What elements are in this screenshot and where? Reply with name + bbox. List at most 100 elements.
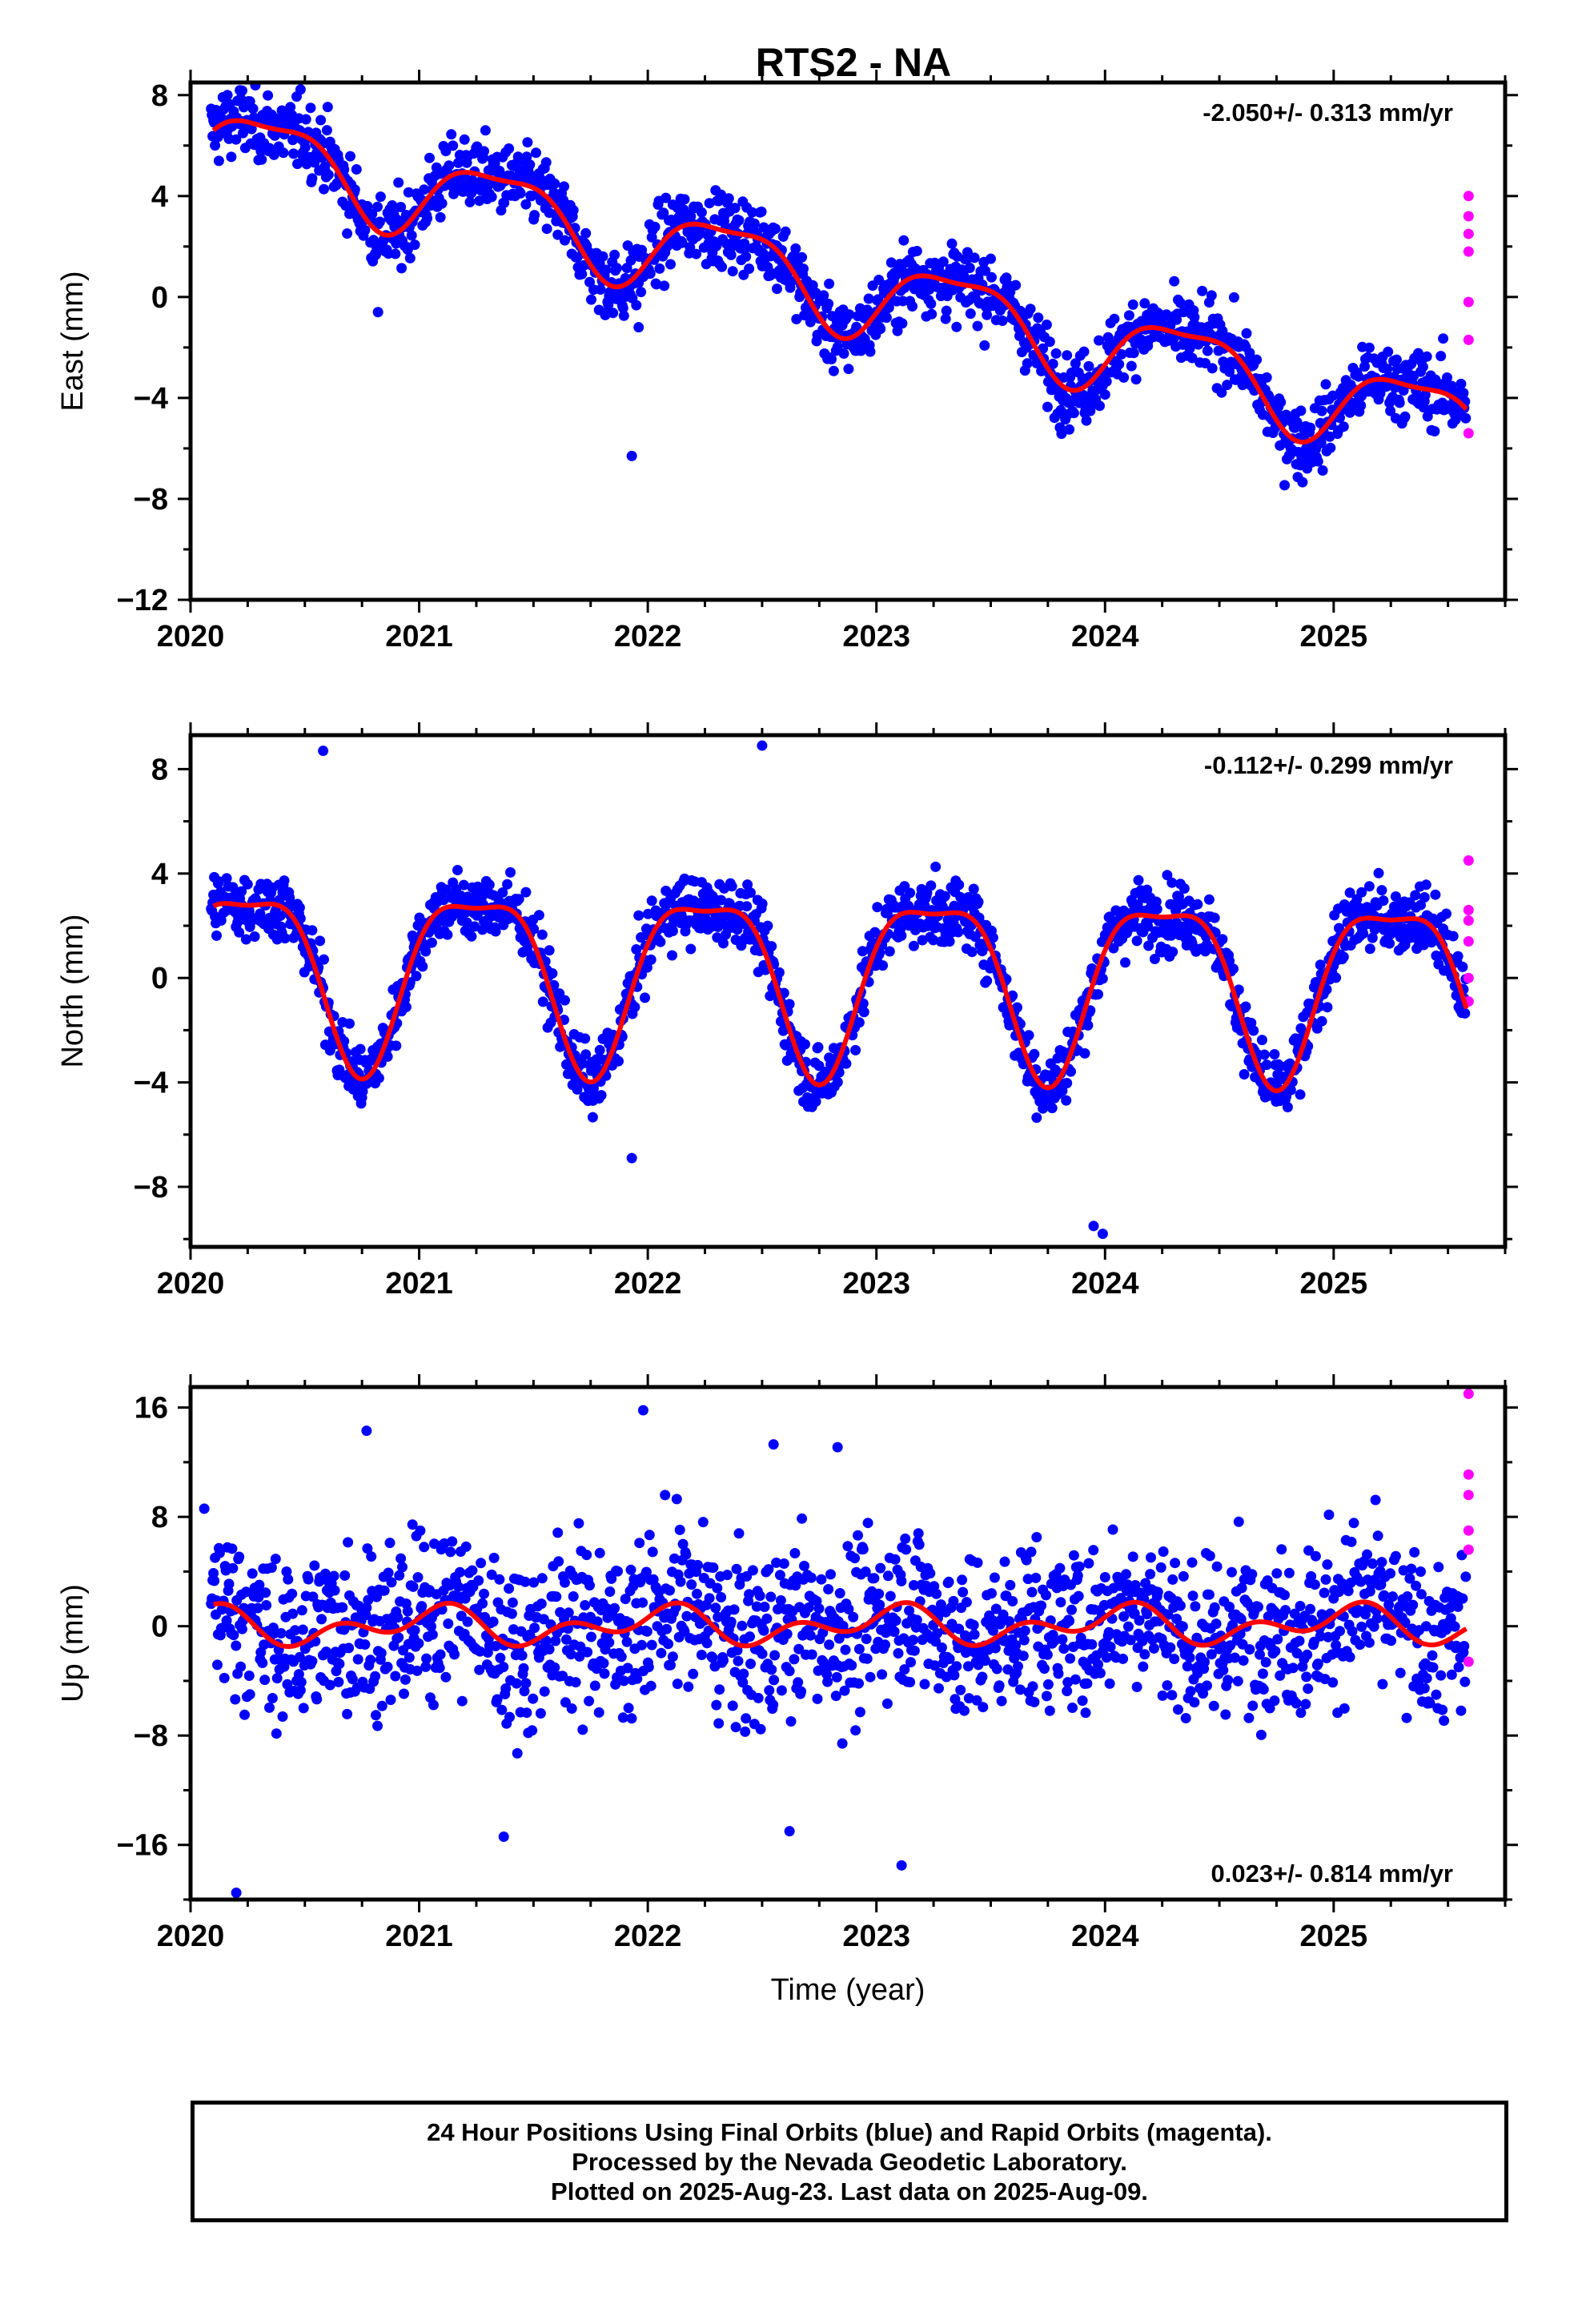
final-orbit-point bbox=[1312, 1659, 1323, 1669]
final-orbit-point bbox=[1295, 405, 1307, 416]
y-tick-label: 4 bbox=[151, 858, 168, 891]
data-layer bbox=[199, 1389, 1474, 1898]
final-orbit-point bbox=[502, 879, 513, 890]
final-orbit-point bbox=[716, 1592, 727, 1602]
final-orbit-point bbox=[606, 1573, 617, 1584]
final-orbit-point bbox=[372, 1720, 383, 1731]
final-orbit-point bbox=[637, 1597, 648, 1608]
final-orbit-point bbox=[986, 1588, 997, 1599]
final-orbit-point bbox=[231, 1640, 242, 1651]
final-orbit-point bbox=[1244, 348, 1255, 359]
final-orbit-point bbox=[519, 1686, 530, 1697]
final-orbit-point bbox=[263, 90, 274, 101]
final-orbit-point bbox=[1065, 1653, 1076, 1664]
final-orbit-point bbox=[209, 1575, 220, 1586]
final-orbit-point bbox=[1023, 1030, 1034, 1041]
final-orbit-point bbox=[391, 1040, 402, 1051]
final-orbit-point bbox=[452, 865, 463, 875]
final-orbit-point bbox=[287, 1588, 298, 1599]
final-orbit-point bbox=[881, 1698, 893, 1709]
final-orbit-point bbox=[1158, 1546, 1169, 1557]
final-orbit-point bbox=[1257, 1668, 1268, 1679]
final-orbit-point bbox=[679, 194, 690, 205]
final-orbit-point bbox=[667, 1651, 678, 1663]
final-orbit-point bbox=[740, 243, 751, 254]
final-orbit-point bbox=[631, 944, 642, 955]
final-orbit-point bbox=[1064, 1615, 1075, 1626]
final-orbit-point bbox=[1235, 1614, 1247, 1625]
final-orbit-point bbox=[1363, 342, 1375, 353]
final-orbit-point bbox=[1309, 1579, 1320, 1590]
final-orbit-point bbox=[1376, 885, 1387, 896]
final-orbit-point bbox=[604, 1637, 615, 1648]
final-orbit-point bbox=[616, 1651, 627, 1663]
final-orbit-point bbox=[1123, 310, 1134, 321]
final-orbit-point bbox=[1247, 1569, 1258, 1580]
final-orbit-point bbox=[683, 1681, 694, 1692]
final-orbit-point bbox=[1241, 328, 1252, 339]
final-orbit-point bbox=[953, 927, 964, 938]
final-orbit-point bbox=[367, 208, 378, 219]
y-tick-label: 8 bbox=[151, 753, 168, 786]
final-orbit-point bbox=[1018, 1651, 1029, 1662]
final-orbit-point bbox=[574, 1651, 585, 1662]
final-orbit-point bbox=[1447, 931, 1459, 942]
final-orbit-point bbox=[994, 1680, 1005, 1691]
final-orbit-point bbox=[693, 1559, 703, 1570]
final-orbit-point bbox=[480, 125, 491, 136]
final-orbit-point bbox=[718, 1655, 729, 1666]
final-orbit-point bbox=[1404, 1573, 1415, 1584]
final-orbit-point bbox=[857, 1544, 869, 1554]
final-orbit-point bbox=[1295, 1089, 1306, 1100]
final-orbit-point bbox=[1145, 1569, 1156, 1580]
final-orbit-point bbox=[813, 1603, 825, 1614]
rapid-orbit-point bbox=[1463, 854, 1474, 866]
final-orbit-point bbox=[626, 1713, 637, 1724]
final-orbit-point bbox=[784, 1666, 795, 1677]
final-orbit-point bbox=[1101, 376, 1112, 387]
final-orbit-point bbox=[1042, 401, 1053, 412]
final-orbit-point bbox=[771, 1557, 782, 1568]
final-orbit-point bbox=[524, 159, 536, 171]
final-orbit-point bbox=[528, 923, 540, 935]
final-orbit-point bbox=[1166, 877, 1178, 888]
y-axis-label: North (mm) bbox=[56, 914, 90, 1068]
final-orbit-point bbox=[1383, 346, 1394, 357]
final-orbit-point bbox=[337, 1602, 348, 1613]
final-orbit-point bbox=[598, 1658, 609, 1669]
final-orbit-point bbox=[770, 223, 781, 235]
final-orbit-point bbox=[1170, 1558, 1181, 1569]
final-orbit-point bbox=[566, 1703, 577, 1714]
final-orbit-point bbox=[1134, 1615, 1145, 1626]
final-orbit-point bbox=[1094, 1667, 1106, 1679]
final-orbit-point bbox=[745, 1659, 756, 1670]
final-orbit-point bbox=[1022, 358, 1033, 369]
final-orbit-point bbox=[1041, 1590, 1051, 1601]
final-orbit-point bbox=[1259, 1049, 1270, 1060]
final-orbit-point bbox=[711, 240, 722, 251]
final-orbit-point bbox=[1421, 351, 1432, 362]
final-orbit-point bbox=[978, 1702, 989, 1713]
final-orbit-point bbox=[520, 1576, 531, 1587]
final-orbit-point bbox=[247, 103, 259, 115]
final-orbit-point bbox=[854, 1707, 865, 1718]
final-orbit-point bbox=[941, 1671, 952, 1683]
final-orbit-point bbox=[697, 1517, 709, 1528]
final-orbit-point bbox=[1415, 1589, 1427, 1600]
final-orbit-point bbox=[955, 1684, 966, 1695]
final-orbit-point bbox=[747, 207, 757, 218]
final-orbit-point bbox=[1460, 1007, 1471, 1019]
final-orbit-point bbox=[946, 238, 958, 249]
final-orbit-point bbox=[762, 920, 773, 931]
final-orbit-point bbox=[1401, 1712, 1412, 1723]
final-orbit-point bbox=[1042, 1649, 1053, 1660]
final-orbit-point bbox=[640, 1566, 652, 1578]
final-orbit-point bbox=[596, 1090, 607, 1101]
final-orbit-point bbox=[1094, 335, 1104, 346]
final-orbit-point bbox=[362, 1543, 373, 1554]
final-orbit-point bbox=[926, 298, 937, 309]
final-orbit-point bbox=[1062, 1078, 1073, 1088]
final-orbit-point bbox=[667, 950, 677, 961]
final-orbit-point bbox=[363, 1594, 374, 1606]
